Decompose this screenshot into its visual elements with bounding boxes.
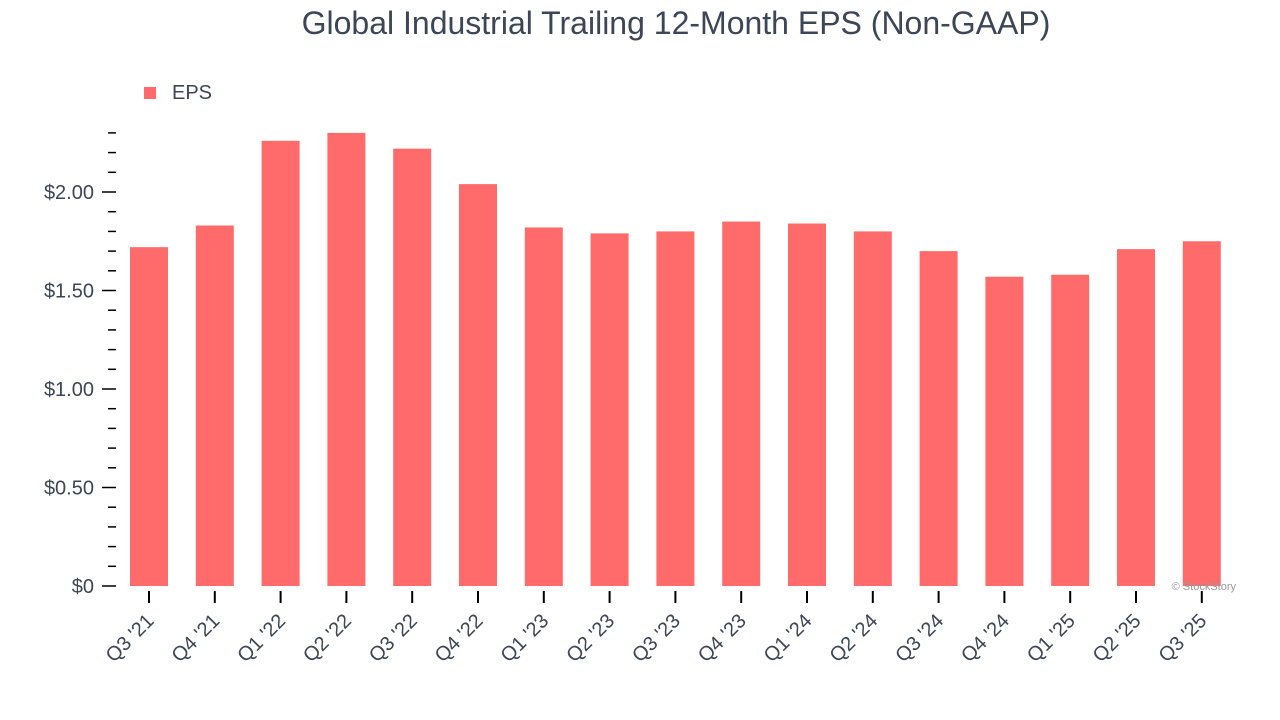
bar-2 — [261, 140, 300, 586]
x-tick-label: Q4 '22 — [431, 610, 488, 667]
bar-5 — [459, 184, 497, 586]
watermark: © StockStory — [1172, 581, 1237, 593]
x-axis: Q3 '21 Q4 '21 Q1 '22 Q2 '22 Q3 '22 Q4 '22 Q1 '… — [102, 591, 1212, 667]
x-tick-label: Q2 '22 — [299, 610, 356, 667]
bar-0 — [130, 247, 168, 586]
bars — [130, 132, 1221, 587]
x-tick-label: Q4 '24 — [957, 610, 1014, 667]
bar-13 — [985, 276, 1024, 586]
bar-16 — [1182, 241, 1221, 586]
bar-14 — [1051, 274, 1090, 586]
bar-9 — [722, 221, 761, 587]
bar-7 — [590, 233, 629, 586]
x-tick-label: Q4 '23 — [694, 610, 751, 667]
x-tick-label: Q1 '24 — [760, 610, 817, 667]
bar-8 — [656, 231, 695, 586]
x-tick-label: Q2 '24 — [826, 610, 883, 667]
x-tick-label: Q3 '22 — [365, 610, 422, 667]
bar-6 — [524, 227, 563, 586]
bar-11 — [853, 231, 892, 586]
bar-12 — [919, 251, 958, 586]
bar-15 — [1117, 249, 1155, 586]
bar-1 — [195, 225, 234, 587]
bar-4 — [393, 148, 432, 586]
legend: EPS — [144, 82, 212, 104]
legend-swatch-eps — [144, 87, 156, 99]
x-tick-label: Q3 '25 — [1155, 610, 1212, 667]
bar-10 — [788, 223, 826, 586]
y-axis: $0 $0.50 $1.00 $1.50 $2.00 — [44, 132, 116, 598]
x-tick-label: Q1 '25 — [1023, 610, 1080, 667]
x-tick-label: Q3 '21 — [102, 610, 159, 667]
x-tick-label: Q1 '22 — [233, 610, 290, 667]
x-tick-label: Q3 '23 — [628, 610, 685, 667]
y-tick-label: $0 — [72, 576, 94, 598]
x-tick-label: Q2 '25 — [1089, 610, 1146, 667]
x-tick-label: Q4 '21 — [168, 610, 225, 667]
chart-title: Global Industrial Trailing 12-Month EPS … — [302, 5, 1051, 41]
y-tick-label: $1.00 — [44, 379, 94, 401]
bar-3 — [327, 132, 366, 586]
x-tick-label: Q3 '24 — [891, 610, 948, 667]
y-tick-label: $0.50 — [44, 478, 94, 500]
legend-label-eps: EPS — [172, 82, 212, 104]
y-tick-label: $1.50 — [44, 281, 94, 303]
y-tick-label: $2.00 — [44, 182, 94, 204]
x-tick-label: Q1 '23 — [497, 610, 554, 667]
x-tick-label: Q2 '23 — [562, 610, 619, 667]
